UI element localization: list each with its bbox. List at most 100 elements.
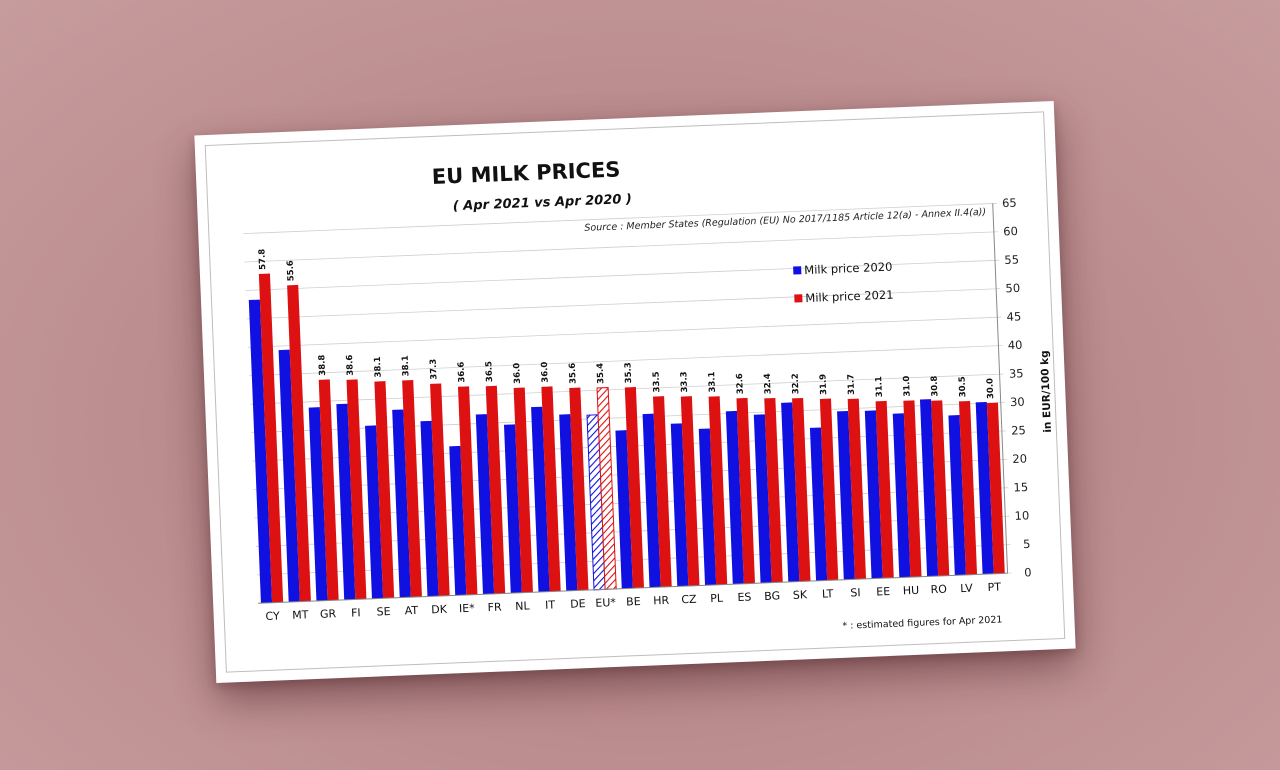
- data-label: 36.5: [484, 361, 495, 382]
- bar-2021-at: [402, 380, 422, 598]
- x-tick-label: SI: [850, 586, 861, 599]
- y-tick-label: 15: [1013, 480, 1028, 495]
- x-tick-label: BG: [764, 589, 780, 603]
- gridline: [246, 288, 1001, 320]
- data-label: 38.6: [345, 354, 356, 375]
- y-tick-label: 65: [1002, 196, 1017, 211]
- bar-2020-at: [392, 409, 411, 598]
- bar-2020-hr: [642, 413, 661, 588]
- bar-2021-gr: [318, 379, 339, 601]
- gridline: [244, 231, 998, 263]
- y-tick-label: 20: [1012, 451, 1027, 466]
- data-label: 36.6: [457, 361, 468, 382]
- bar-2021-hr: [652, 396, 672, 588]
- data-label: 38.8: [317, 354, 328, 375]
- data-label: 30.8: [930, 375, 941, 396]
- x-tick-label: MT: [292, 608, 309, 622]
- chart-subtitle: ( Apr 2021 vs Apr 2020 ): [453, 192, 633, 214]
- bar-2020-fr: [475, 414, 495, 595]
- bar-2020-lt: [809, 427, 828, 581]
- data-label: 30.0: [985, 378, 996, 399]
- bar-2021-ee: [875, 400, 894, 579]
- bar-2020-bg: [753, 414, 772, 584]
- x-tick-label: DE: [570, 597, 586, 611]
- y-tick-label: 50: [1005, 281, 1020, 296]
- y-tick-label: 35: [1009, 366, 1024, 381]
- x-tick-label: GR: [320, 607, 337, 621]
- x-tick-label: FI: [351, 606, 361, 619]
- data-label: 36.0: [540, 361, 551, 382]
- x-tick-label: IE*: [459, 602, 476, 616]
- x-tick-label: HU: [903, 584, 920, 598]
- data-label: 33.3: [679, 371, 690, 392]
- bar-2021-sk: [792, 397, 811, 582]
- data-label: 31.1: [874, 376, 885, 397]
- data-label: 55.6: [286, 260, 297, 281]
- legend-swatch-2020: [793, 266, 802, 275]
- bar-2020-pt: [975, 401, 994, 575]
- x-tick-label: NL: [515, 599, 531, 613]
- bar-2021-pt: [986, 402, 1005, 574]
- y-tick-label: 40: [1008, 338, 1023, 353]
- data-label: 35.4: [596, 363, 607, 384]
- bar-2021-de: [569, 387, 589, 591]
- bar-2021-lv: [958, 400, 978, 575]
- bar-2020-de: [559, 414, 578, 591]
- data-label: 32.6: [735, 373, 746, 394]
- x-tick-label: FR: [487, 601, 502, 615]
- x-tick-label: RO: [930, 583, 947, 597]
- x-tick-label: SK: [793, 588, 808, 602]
- legend-label-2021: Milk price 2021: [805, 288, 894, 306]
- y-tick-label: 0: [1024, 565, 1032, 579]
- y-tick-label: 30: [1010, 395, 1025, 410]
- bar-2021-cz: [680, 396, 700, 587]
- legend-swatch-2021: [794, 294, 803, 303]
- x-tick-label: HR: [653, 594, 670, 608]
- bar-2021-lt: [819, 398, 839, 581]
- y-tick-label: 25: [1011, 423, 1026, 438]
- data-label: 33.5: [652, 371, 663, 392]
- bar-2021-nl: [513, 387, 533, 593]
- data-label: 35.6: [568, 363, 579, 384]
- y-tick-label: 60: [1003, 224, 1018, 239]
- bar-2021-dk: [430, 383, 450, 597]
- bar-2021-ie-est: [457, 386, 478, 595]
- data-label: 32.2: [791, 373, 802, 394]
- data-label: 32.4: [763, 373, 774, 394]
- x-tick-label: PL: [710, 592, 724, 606]
- data-label: 31.0: [902, 375, 913, 396]
- legend: Milk price 2020 Milk price 2021: [793, 260, 894, 306]
- bar-2020-hu: [892, 413, 911, 578]
- bar-2021-fi: [346, 379, 367, 600]
- gridline: [249, 345, 1003, 377]
- data-label: 38.1: [401, 355, 412, 376]
- x-tick-label: EE: [876, 585, 890, 599]
- legend-label-2020: Milk price 2020: [804, 260, 893, 278]
- bar-2020-si: [837, 410, 855, 580]
- bar-2020-it: [531, 406, 550, 593]
- gridline: [243, 202, 997, 234]
- bar-2020-gr: [308, 407, 328, 601]
- bar-2021-hu: [903, 400, 922, 578]
- bar-2021-it: [541, 386, 561, 592]
- x-tick-label: BE: [626, 595, 641, 609]
- data-label: 31.7: [846, 374, 857, 395]
- bar-2021-fr: [485, 385, 506, 594]
- x-tick-label: IT: [545, 598, 556, 611]
- bar-2020-ee: [864, 410, 883, 579]
- bar-2021-be: [624, 387, 644, 589]
- bar-2020-sk: [781, 402, 800, 583]
- data-label: 36.0: [512, 363, 523, 384]
- bar-2020-ro: [919, 399, 939, 577]
- bar-2021-si: [847, 398, 867, 580]
- bar-2021-se: [374, 381, 395, 599]
- y-tick-label: 55: [1004, 252, 1019, 267]
- x-tick-label: AT: [404, 604, 418, 618]
- data-label: 37.3: [429, 358, 440, 379]
- x-tick-label: EU*: [595, 596, 617, 610]
- bar-2020-fi: [336, 403, 356, 600]
- bars-layer: [248, 273, 1005, 604]
- bar-2021-ro: [931, 400, 950, 576]
- chart-svg: 57.8 55.6 38.8 38.6 38.1 38.1 37.3 36.6 36.5 36.0…: [243, 157, 1054, 632]
- bar-2020-cz: [670, 423, 689, 587]
